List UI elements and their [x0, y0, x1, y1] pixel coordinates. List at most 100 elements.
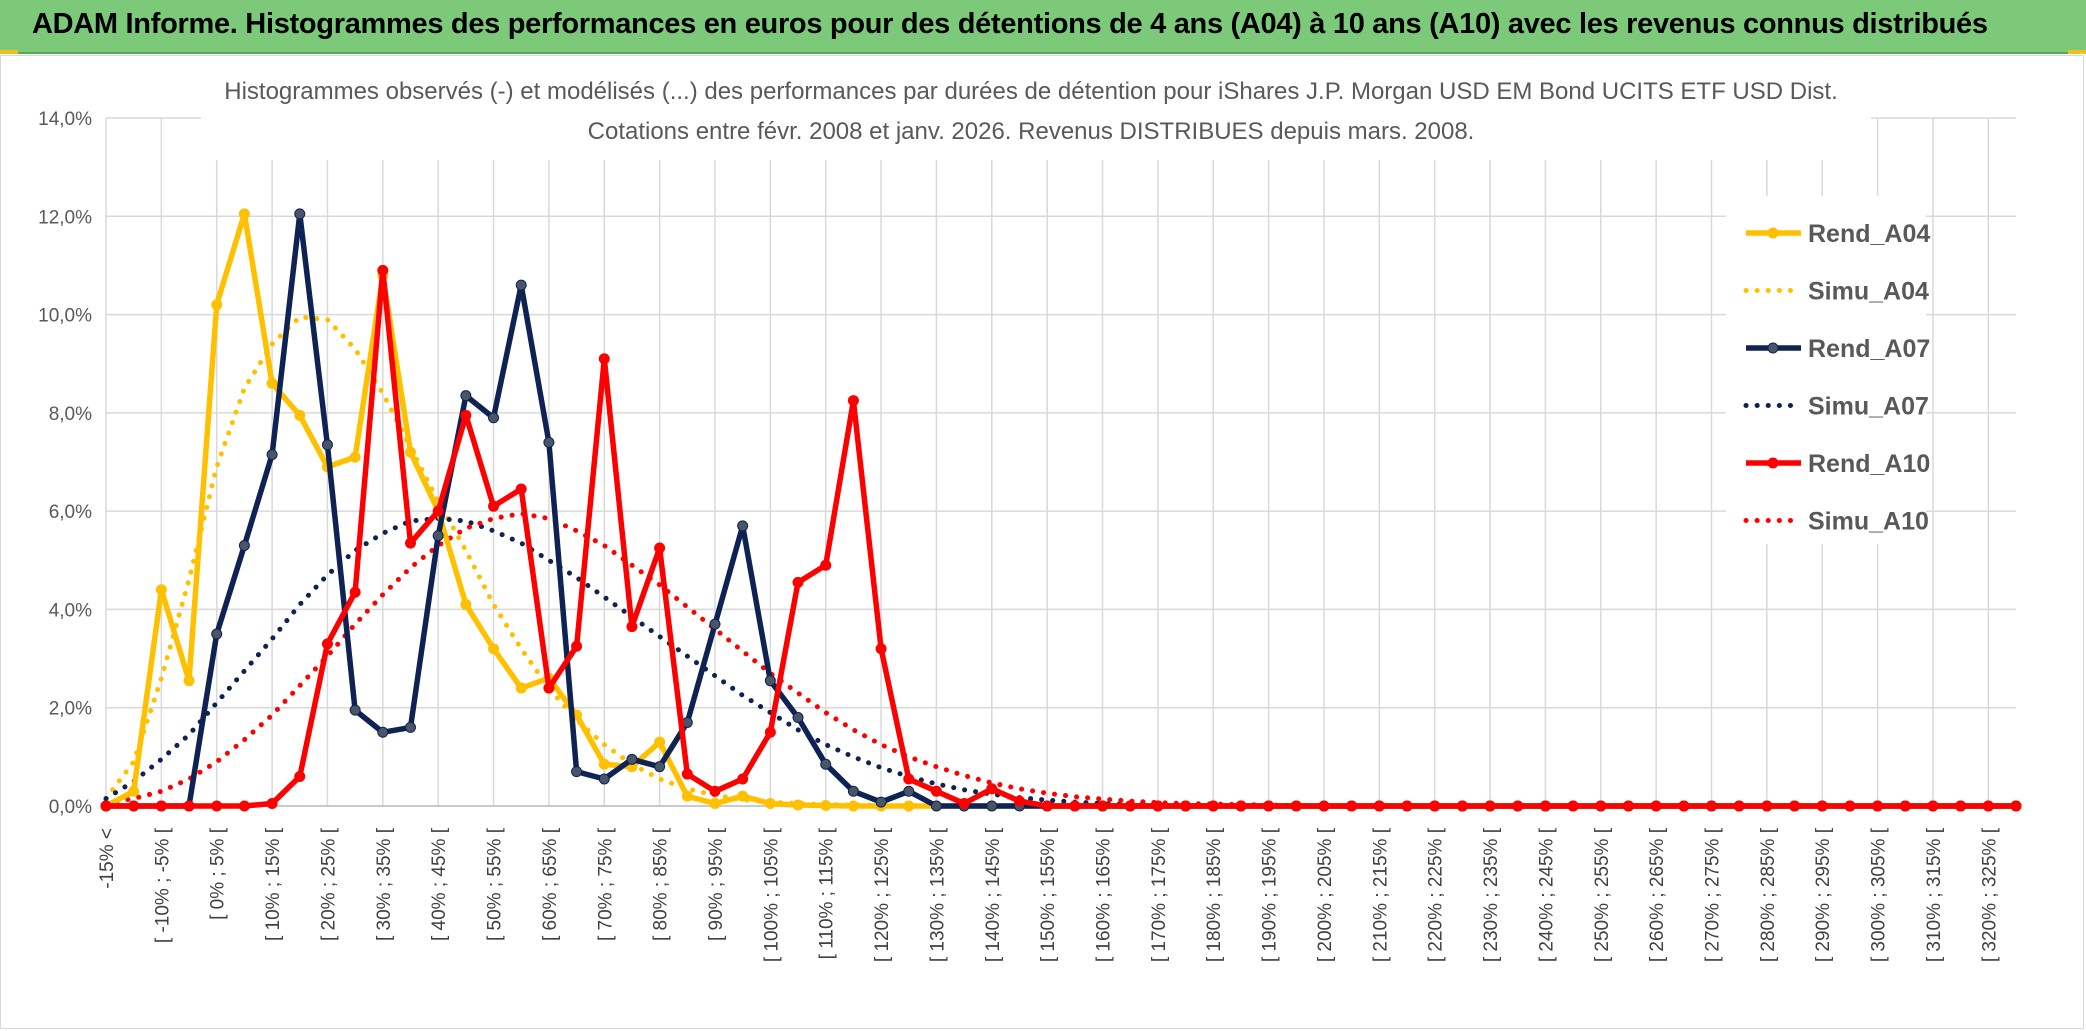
data-point: [1373, 800, 1385, 812]
data-point: [1097, 800, 1109, 812]
data-point: [404, 721, 416, 733]
y-tick-label: 2,0%: [49, 699, 92, 720]
data-point: [1539, 800, 1551, 812]
data-point: [875, 796, 887, 808]
data-point: [1013, 795, 1025, 807]
x-tick-label: [ 150% ; 155% [: [1038, 827, 1059, 962]
data-point: [1263, 800, 1275, 812]
legend-marker: [1767, 227, 1779, 239]
data-point: [764, 726, 776, 738]
data-point: [460, 390, 472, 402]
legend-background: [1726, 196, 1926, 544]
data-point: [1069, 800, 1081, 812]
y-tick-label: 10,0%: [38, 306, 92, 327]
data-point: [1761, 800, 1773, 812]
data-point: [903, 800, 915, 812]
x-tick-label: [ 140% ; 145% [: [983, 827, 1004, 962]
data-point: [1290, 800, 1302, 812]
data-point: [1650, 800, 1662, 812]
x-tick-label: [ 100% ; 105% [: [761, 827, 782, 962]
data-point: [764, 798, 776, 810]
x-tick-label: -15% <: [97, 828, 118, 889]
header-banner: ADAM Informe. Histogrammes des performan…: [0, 0, 2086, 54]
data-point: [1706, 800, 1718, 812]
data-point: [1429, 800, 1441, 812]
data-point: [598, 353, 610, 365]
data-point: [1567, 800, 1579, 812]
data-point: [571, 640, 583, 652]
data-point: [1484, 800, 1496, 812]
data-point: [294, 208, 306, 220]
series-layer: [100, 208, 2022, 812]
data-point: [1456, 800, 1468, 812]
legend-label: Rend_A07: [1808, 335, 1930, 363]
data-point: [986, 783, 998, 795]
chart-subtitle: Cotations entre févr. 2008 et janv. 2026…: [588, 118, 1475, 145]
data-point: [1816, 800, 1828, 812]
data-point: [1180, 800, 1192, 812]
data-point: [792, 576, 804, 588]
data-point: [321, 439, 333, 451]
series-line-rend-a10: [106, 267, 2016, 809]
data-point: [1789, 800, 1801, 812]
data-point: [709, 798, 721, 810]
data-point: [238, 540, 250, 552]
data-point: [1346, 800, 1358, 812]
legend-label: Simu_A04: [1808, 278, 1929, 306]
x-tick-label: [ 200% ; 205% [: [1315, 827, 1336, 962]
data-point: [764, 675, 776, 687]
data-point: [1872, 800, 1884, 812]
x-tick-label: [ 170% ; 175% [: [1149, 827, 1170, 962]
y-tick-label: 8,0%: [49, 404, 92, 425]
data-point: [820, 559, 832, 571]
x-tick-label: [ 310% ; 315% [: [1924, 827, 1945, 962]
data-point: [460, 599, 472, 611]
data-point: [404, 537, 416, 549]
y-tick-label: 0,0%: [49, 797, 92, 818]
data-point: [681, 790, 693, 802]
data-point: [183, 800, 195, 812]
data-point: [432, 530, 444, 542]
x-tick-label: [ 80% ; 85% [: [651, 827, 672, 941]
data-point: [847, 395, 859, 407]
data-point: [1512, 800, 1524, 812]
x-tick-label: [ 250% ; 255% [: [1592, 827, 1613, 962]
x-tick-label: [ 130% ; 135% [: [927, 827, 948, 962]
page-title: ADAM Informe. Histogrammes des performan…: [32, 8, 1988, 40]
x-tick-label: [ 160% ; 165% [: [1094, 827, 1115, 962]
data-point: [211, 299, 223, 311]
y-tick-label: 14,0%: [38, 109, 92, 130]
x-tick-label: [ 60% ; 65% [: [540, 827, 561, 941]
data-point: [709, 618, 721, 630]
data-point: [958, 798, 970, 810]
data-point: [737, 773, 749, 785]
data-point: [128, 800, 140, 812]
data-point: [211, 800, 223, 812]
data-point: [1982, 800, 1994, 812]
chart-title-background: [201, 60, 1871, 160]
legend-marker: [1767, 342, 1779, 354]
data-point: [626, 753, 638, 765]
data-point: [183, 675, 195, 687]
data-point: [349, 586, 361, 598]
data-point: [654, 542, 666, 554]
legend-label: Rend_A10: [1808, 450, 1930, 478]
data-point: [737, 790, 749, 802]
data-point: [404, 446, 416, 458]
legend-marker: [1767, 457, 1779, 469]
legend-label: Simu_A07: [1808, 393, 1929, 421]
legend-label: Rend_A04: [1808, 220, 1930, 248]
data-point: [1318, 800, 1330, 812]
data-point: [1041, 800, 1053, 812]
x-tick-label: [ 90% ; 95% [: [706, 827, 727, 941]
data-point: [377, 264, 389, 276]
data-point: [321, 638, 333, 650]
data-point: [1622, 800, 1634, 812]
x-tick-label: [ 270% ; 275% [: [1703, 827, 1724, 962]
data-point: [571, 766, 583, 778]
data-point: [349, 704, 361, 716]
data-point: [903, 785, 915, 797]
data-point: [1207, 800, 1219, 812]
x-tick-label: [ 240% ; 245% [: [1536, 827, 1557, 962]
data-point: [515, 279, 527, 291]
